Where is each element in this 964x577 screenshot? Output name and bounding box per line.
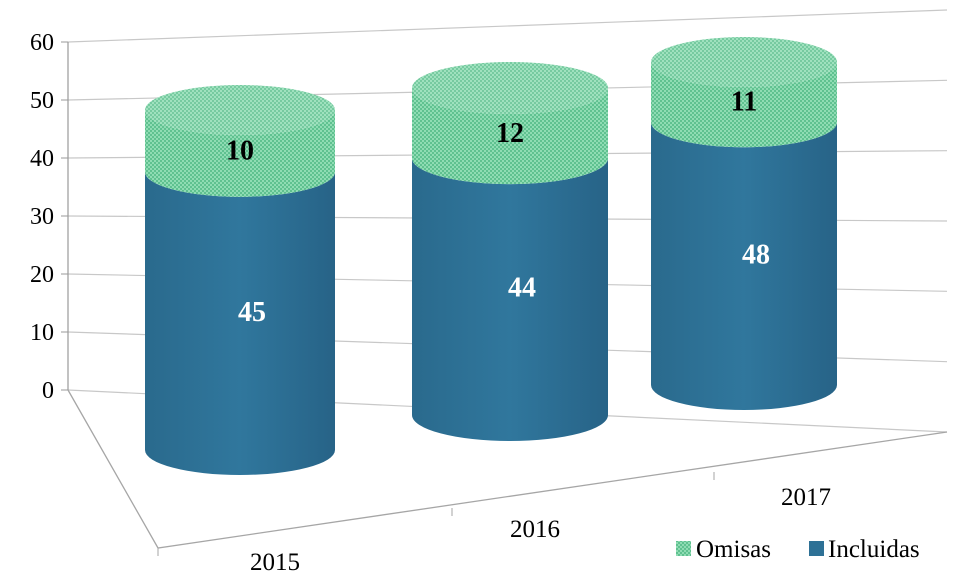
x-tick-label-2016: 2016 (510, 516, 560, 543)
data-label-omisas-2017: 11 (731, 87, 757, 118)
data-label-omisas-2016: 12 (496, 118, 524, 149)
y-tick-label: 10 (30, 320, 54, 346)
y-tick-label: 30 (30, 204, 54, 230)
legend-swatch-incluidas (809, 541, 824, 556)
legend-label-incluidas: Incluidas (828, 536, 920, 563)
y-tick-label: 40 (30, 146, 54, 172)
x-tick-label-2017: 2017 (781, 484, 831, 511)
legend-swatch-omisas (676, 541, 691, 556)
legend-label-omisas: Omisas (696, 536, 771, 563)
x-tick-label-2015: 2015 (250, 549, 300, 576)
legend: Omisas Incluidas (676, 536, 920, 563)
data-label-incluidas-2017: 48 (742, 240, 770, 271)
y-tick-label: 20 (30, 262, 54, 288)
data-label-incluidas-2016: 44 (508, 273, 536, 304)
data-label-omisas-2015: 10 (226, 135, 254, 166)
gridline (68, 10, 947, 42)
data-label-incluidas-2015: 45 (238, 297, 266, 328)
y-tick-label: 60 (30, 30, 54, 56)
y-tick-label: 50 (30, 88, 54, 114)
cylinder-top-highlight-2017 (651, 37, 837, 87)
cylinder-top-highlight-2015 (145, 85, 335, 135)
y-tick-label: 0 (42, 378, 54, 404)
cylinder-top-highlight-2016 (412, 62, 608, 114)
